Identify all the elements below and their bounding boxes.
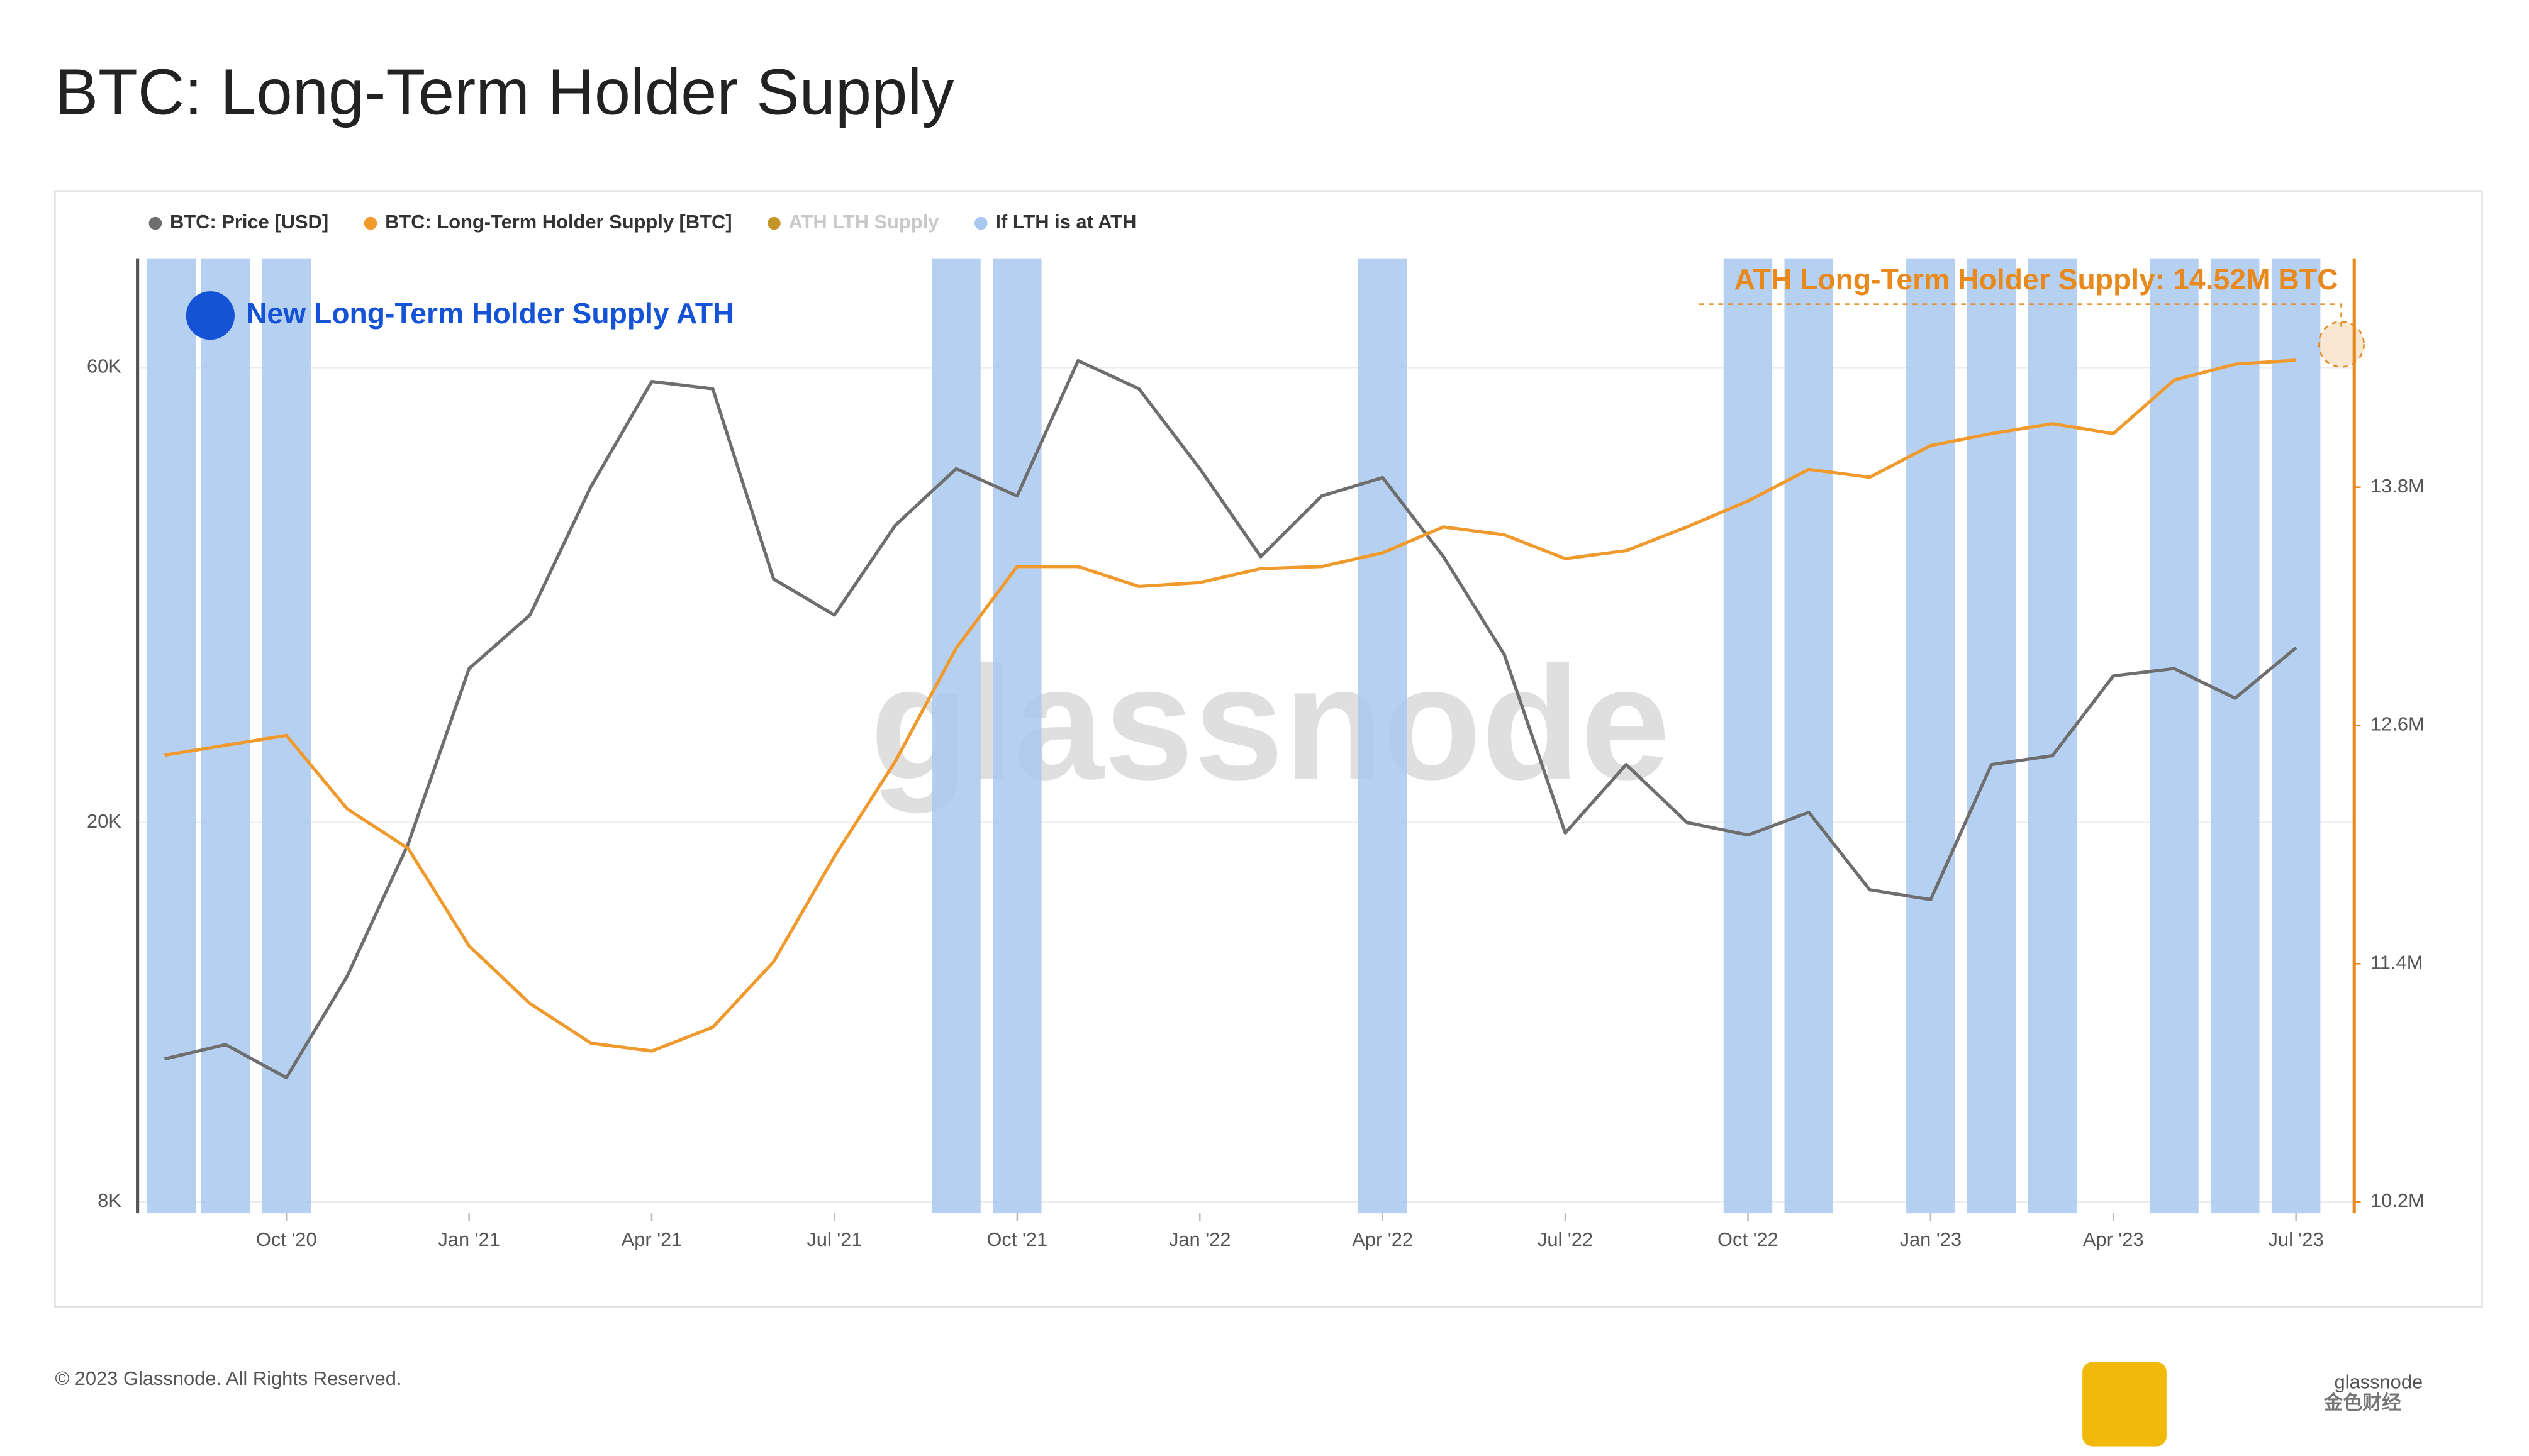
ath-bar: [2211, 258, 2260, 1214]
y2-tick-label: 12.6M: [2370, 713, 2425, 735]
y-tick-label: 60K: [87, 355, 121, 377]
x-tick-label: Apr '23: [2083, 1228, 2144, 1250]
ath-bar: [1784, 258, 1833, 1214]
legend-swatch: [974, 216, 988, 230]
x-tick-label: Jul '23: [2269, 1228, 2324, 1250]
ath-bar: [1723, 258, 1773, 1214]
ath-bar: [147, 258, 196, 1214]
ath-bar: [2028, 258, 2077, 1214]
logo-mark: [2082, 1362, 2167, 1447]
x-tick-label: Jul '22: [1538, 1228, 1593, 1250]
x-tick-label: Apr '22: [1352, 1228, 1413, 1250]
legend-swatch: [768, 216, 781, 230]
ath-bar: [1906, 258, 1955, 1214]
series-line: [164, 358, 2297, 1080]
legend-label: BTC: Price [USD]: [170, 211, 328, 233]
annotation-leader: [1699, 303, 2342, 328]
legend-label: ATH LTH Supply: [789, 211, 939, 233]
y2-tick-label: 11.4M: [2370, 951, 2423, 973]
annotation-text: ATH Long-Term Holder Supply: 14.52M BTC: [1734, 263, 2338, 296]
y2-tick-label: 13.8M: [2370, 475, 2425, 497]
x-tick-label: Jan '22: [1169, 1228, 1231, 1250]
x-tick-label: Oct '21: [986, 1228, 1047, 1250]
series-line: [164, 358, 2296, 1053]
legend-label: If LTH is at ATH: [995, 211, 1136, 233]
ath-bar: [1358, 258, 1407, 1214]
x-tick-label: Apr '21: [622, 1228, 683, 1250]
annotation-text: New Long-Term Holder Supply ATH: [246, 297, 734, 330]
x-tick-label: Jan '21: [438, 1228, 500, 1250]
chart-frame: [54, 190, 2483, 1308]
source-watermark: 金色财经: [2323, 1392, 2401, 1414]
ath-bar: [2150, 258, 2199, 1214]
legend-swatch: [148, 216, 162, 230]
logo-text: glassnode: [2334, 1370, 2423, 1392]
ath-bar: [2271, 258, 2321, 1214]
ath-bar: [993, 258, 1042, 1214]
ath-marker: [2318, 321, 2365, 368]
x-tick-label: Oct '20: [256, 1228, 317, 1250]
ath-bar: [201, 258, 250, 1214]
ath-bar: [932, 258, 981, 1214]
y-tick-label: 8K: [98, 1189, 121, 1211]
page-title: BTC: Long-Term Holder Supply: [55, 56, 954, 128]
ath-bar: [1967, 258, 2016, 1214]
y-tick-label: 20K: [87, 810, 121, 832]
y2-tick-label: 10.2M: [2370, 1189, 2425, 1211]
legend-swatch: [364, 216, 377, 230]
copyright: © 2023 Glassnode. All Rights Reserved.: [55, 1367, 401, 1389]
x-tick-label: Jul '21: [807, 1228, 862, 1250]
annotation-dot: [186, 291, 235, 340]
x-tick-label: Oct '22: [1717, 1228, 1778, 1250]
legend-label: BTC: Long-Term Holder Supply [BTC]: [385, 211, 732, 233]
x-tick-label: Jan '23: [1900, 1228, 1962, 1250]
